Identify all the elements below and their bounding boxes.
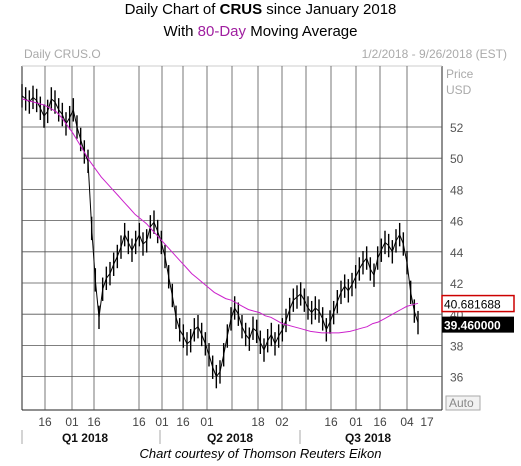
- period-label: Q2 2018: [207, 431, 253, 445]
- auto-button-box: [445, 395, 481, 411]
- x-tick-label: 01: [200, 415, 214, 429]
- ma-value-tag-box: [441, 294, 515, 313]
- x-tick-label: 01: [349, 415, 363, 429]
- x-tick-label: 01: [65, 415, 79, 429]
- x-tick-label: 02: [275, 415, 289, 429]
- period-label: Q3 2018: [345, 431, 391, 445]
- price-axis-title: Price: [446, 67, 474, 81]
- moving-average-line: [21, 98, 419, 334]
- y-tick-label: 44: [450, 246, 464, 260]
- x-tick-label: 16: [373, 415, 387, 429]
- x-tick-label: 16: [87, 415, 101, 429]
- footer-credit: Chart courtesy of Thomson Reuters Eikon: [139, 446, 382, 461]
- subtitle-suffix: Moving Average: [246, 23, 358, 40]
- y-tick-label: 36: [450, 371, 464, 385]
- x-tick-label: 18: [251, 415, 265, 429]
- x-tick-label: 01: [155, 415, 169, 429]
- price-value-tag-box: [442, 316, 514, 333]
- subtitle-highlight: 80-Day: [197, 23, 247, 40]
- chart-subtitle: With 80-Day Moving Average: [0, 23, 521, 40]
- symbol-label: Daily CRUS.O: [24, 47, 101, 61]
- x-tick-label: 16: [176, 415, 190, 429]
- price-axis-unit: USD: [446, 83, 472, 97]
- x-tick-label: 17: [420, 415, 434, 429]
- title-ticker: CRUS: [219, 1, 263, 18]
- title-suffix: since January 2018: [262, 1, 397, 18]
- y-tick-label: 38: [450, 339, 464, 353]
- y-tick-label: 52: [450, 121, 464, 135]
- y-tick-label: 42: [450, 277, 464, 291]
- ma-value-tag: 40.681688: [444, 298, 501, 312]
- price-line: [21, 95, 419, 378]
- y-tick-label: 46: [450, 215, 464, 229]
- date-range-label: 1/2/2018 - 9/26/2018 (EST): [362, 47, 507, 61]
- x-tick-label: 04: [400, 415, 414, 429]
- x-tick-label: 16: [38, 415, 52, 429]
- y-tick-label: 48: [450, 183, 464, 197]
- chart-title: Daily Chart of CRUS since January 2018: [0, 1, 521, 18]
- auto-button-label: Auto: [449, 396, 474, 410]
- period-label: Q1 2018: [62, 431, 108, 445]
- subtitle-prefix: With: [163, 23, 198, 40]
- x-tick-label: 16: [324, 415, 338, 429]
- title-prefix: Daily Chart of: [124, 1, 220, 18]
- x-tick-label: 16: [132, 415, 146, 429]
- price-value-tag: 39.460000: [444, 319, 501, 333]
- y-tick-label: 50: [450, 152, 464, 166]
